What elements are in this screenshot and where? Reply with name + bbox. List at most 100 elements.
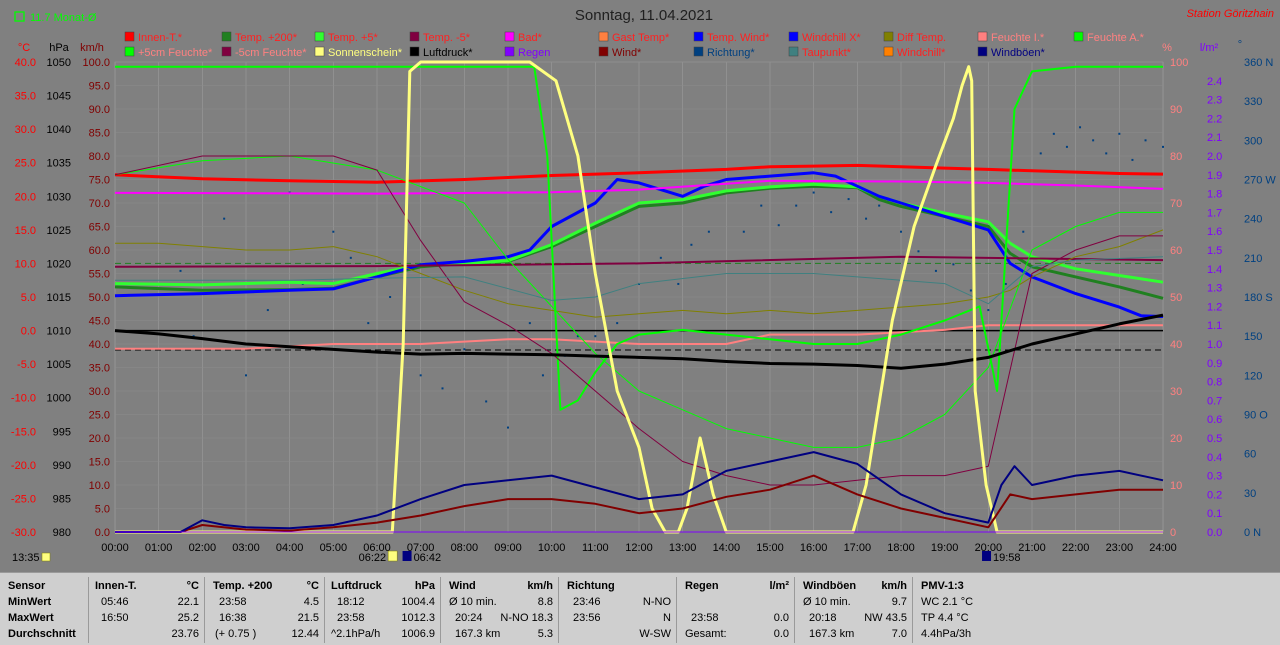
- legend-swatch: [788, 46, 799, 57]
- evening-marker-label: 19:58: [993, 552, 1021, 564]
- stats-unit-innen: °C: [186, 580, 199, 592]
- direction-point: [812, 191, 815, 194]
- stats-druck-max-value: 1012.3: [401, 612, 435, 624]
- rain_lm2-tick-label: 2.1: [1207, 132, 1222, 144]
- legend-label: Temp. +5*: [328, 32, 379, 44]
- marker-label: 06:42: [414, 552, 442, 564]
- stats-regen-total-value: 0.0: [773, 628, 789, 640]
- rain_lm2-tick-label: 0.8: [1207, 377, 1222, 389]
- legend-label: Temp. -5*: [423, 32, 471, 44]
- rain_lm2-tick-label: 0.2: [1207, 489, 1222, 501]
- direction-point: [419, 374, 422, 377]
- x-tick-label: 03:00: [232, 542, 260, 554]
- legend-label: Diff Temp.: [897, 32, 946, 44]
- legend-swatch: [124, 31, 135, 42]
- direction-point: [760, 204, 763, 207]
- x-tick-label: 15:00: [756, 542, 784, 554]
- x-tick-label: 20:00: [975, 542, 1003, 554]
- series-wind: [115, 474, 1163, 533]
- wind_kmh-tick-label: 85.0: [89, 128, 110, 140]
- wind_kmh-tick-label: 50.0: [89, 292, 110, 304]
- pressure_hpa-tick-label: 995: [53, 426, 71, 438]
- x-tick-label: 05:00: [320, 542, 348, 554]
- wind_kmh-tick-label: 20.0: [89, 433, 110, 445]
- x-tick-label: 18:00: [887, 542, 915, 554]
- legend-swatch: [221, 31, 232, 42]
- humidity_pct-tick-label: 80: [1170, 151, 1182, 163]
- direction-point: [223, 217, 226, 220]
- direction-point: [830, 211, 833, 214]
- legend-swatch: [314, 46, 325, 57]
- time-markers: 06:22 06:42 19:58 13:35: [12, 550, 1021, 564]
- legend-swatch: [977, 46, 988, 57]
- direction-point: [795, 204, 798, 207]
- wind_kmh-tick-label: 30.0: [89, 386, 110, 398]
- legend-label: Windchill*: [897, 47, 946, 59]
- x-tick-label: 00:00: [101, 542, 129, 554]
- legend-label: Regen: [518, 47, 550, 59]
- direction-point: [1092, 139, 1095, 142]
- stats-boen-distance: 167.3 km: [809, 628, 855, 640]
- x-tick-label: 07:00: [407, 542, 435, 554]
- x-tick-label: 11:00: [582, 542, 609, 554]
- direction_deg-tick-label: 120: [1244, 370, 1262, 382]
- series-lines: [114, 60, 1164, 534]
- temp_c-tick-label: 10.0: [15, 258, 36, 270]
- direction-point: [777, 224, 780, 227]
- legend-label: Gast Temp*: [612, 32, 670, 44]
- stats-regen-max-time: 23:58: [691, 612, 719, 624]
- pressure_hpa-tick-label: 1025: [47, 225, 71, 237]
- x-tick-label: 23:00: [1106, 542, 1134, 554]
- x-tick-label: 21:00: [1018, 542, 1046, 554]
- rain_lm2-tick-label: 0.6: [1207, 414, 1222, 426]
- temp_c-tick-label: -10.0: [11, 393, 36, 405]
- stats-innen-min-time: 05:46: [101, 596, 129, 608]
- wind_kmh-tick-label: 15.0: [89, 457, 110, 469]
- grid: [114, 61, 1164, 533]
- stats-col-temp: Temp. +200 °C 23:58 4.5 16:38 21.5 (+ 0.…: [204, 577, 325, 643]
- direction-point: [952, 263, 955, 266]
- series-bad: [114, 179, 1164, 195]
- series-temp-5: [114, 182, 1164, 287]
- x-tick-label: 02:00: [189, 542, 217, 554]
- legend-swatch: [314, 31, 325, 42]
- direction-point: [742, 230, 745, 233]
- pressure_hpa-tick-label: 1045: [47, 91, 71, 103]
- stats-header-regen: Regen: [685, 580, 719, 592]
- rain_lm2-tick-label: 1.4: [1207, 264, 1222, 276]
- pressure_hpa-tick-label: 1020: [47, 258, 71, 270]
- direction_deg-tick-label: 330: [1244, 96, 1262, 108]
- rain_lm2-tick-label: 1.2: [1207, 301, 1222, 313]
- legend-swatch: [693, 46, 704, 57]
- legend-swatch: [504, 31, 515, 42]
- direction-point: [969, 289, 972, 292]
- stats-pmv-trend: 4.4hPa/3h: [921, 628, 972, 640]
- chart-title: Sonntag, 11.04.2021: [575, 7, 713, 24]
- rain_lm2-tick-label: 0.5: [1207, 433, 1222, 445]
- direction-point: [934, 269, 937, 272]
- stats-header-druck: Luftdruck: [331, 580, 382, 592]
- series-windb-en: [115, 451, 1164, 533]
- direction-point: [507, 426, 509, 429]
- legend-swatch: [124, 46, 135, 57]
- rain_lm2-tick-label: 1.5: [1207, 245, 1222, 257]
- stats-label-avg: Durchschnitt: [8, 628, 76, 640]
- stats-richtung-max-time: 23:56: [573, 612, 601, 624]
- x-tick-label: 17:00: [844, 542, 872, 554]
- stats-col-regen: Regen l/m² 23:58 0.0 Gesamt: 0.0: [676, 577, 795, 643]
- direction_deg-tick-label: 180 S: [1244, 292, 1273, 304]
- stats-col-innen: Innen-T. °C 05:46 22.1 16:50 25.2 23.76: [88, 577, 205, 643]
- month-avg-icon: [14, 11, 25, 22]
- wind_kmh-tick-label: 35.0: [89, 363, 110, 375]
- rain_lm2-tick-label: 1.8: [1207, 189, 1222, 201]
- wind_kmh-tick-label: 10.0: [89, 480, 110, 492]
- direction-point: [594, 335, 597, 338]
- legend-label: Luftdruck*: [423, 47, 473, 59]
- direction-point: [1004, 282, 1007, 285]
- stats-panel: Sensor MinWert MaxWert Durchschnitt Inne…: [0, 572, 1280, 645]
- stats-druck-min-value: 1004.4: [401, 596, 435, 608]
- stats-unit-wind: km/h: [527, 580, 553, 592]
- stats-label-min: MinWert: [8, 596, 52, 608]
- stats-header-richtung: Richtung: [567, 580, 615, 592]
- temp_c-tick-label: -25.0: [11, 493, 36, 505]
